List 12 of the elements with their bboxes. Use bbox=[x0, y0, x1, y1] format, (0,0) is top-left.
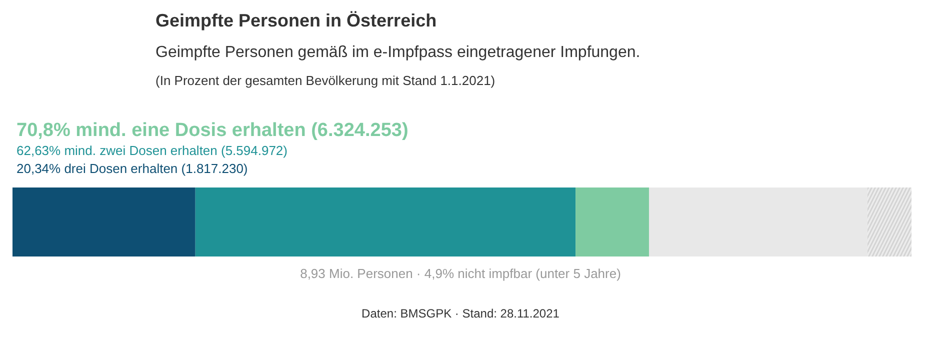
bar bbox=[576, 188, 649, 256]
bar bbox=[12, 188, 196, 256]
text: 8,93 Mio. Personen · 4,9% nicht impfbar (unter 5 Jahre) bbox=[300, 266, 621, 281]
chart-subtitle: Geimpfte Personen gemäß im e-Impfpass eingetragener Impfungen. bbox=[156, 44, 640, 61]
bar bbox=[195, 188, 576, 256]
text: Daten: BMSGPK · Stand: 28.11.2021 bbox=[362, 306, 560, 320]
text: 70,8% mind. eine Dosis erhalten (6.324.253) bbox=[16, 120, 408, 141]
text: 20,34% drei Dosen erhalten (1.817.230) bbox=[16, 161, 248, 176]
text: 62,63% mind. zwei Dosen erhalten (5.594.972) bbox=[16, 143, 288, 158]
bar bbox=[648, 188, 868, 256]
chart-title: Geimpfte Personen in Österreich bbox=[156, 10, 437, 30]
text: (In Prozent der gesamten Bevölkerung mit Stand 1.1.2021) bbox=[156, 73, 496, 88]
